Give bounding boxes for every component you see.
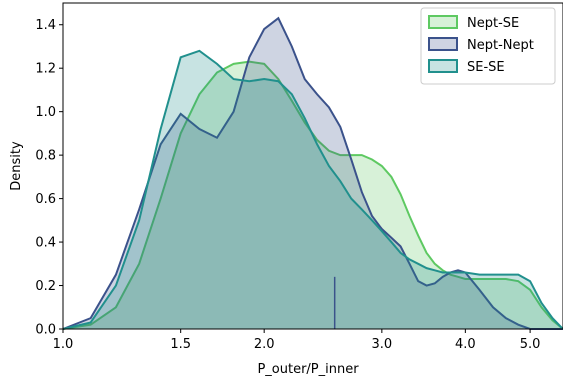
line-nept-nept [62, 16, 563, 330]
y-tick-label: 1.0 [35, 105, 56, 120]
area-nept-se [63, 61, 563, 330]
x-tick-label: 4.0 [455, 337, 476, 352]
x-tick-label: 5.0 [520, 337, 541, 352]
legend-swatch-se-se [428, 59, 458, 73]
legend-swatch-nept-se [428, 15, 458, 29]
y-tick-label: 0.8 [35, 149, 56, 164]
plot-frame [62, 2, 563, 330]
x-tick-label: 1.0 [53, 337, 74, 352]
y-axis-label: Density [9, 141, 24, 191]
x-axis-label: P_outer/P_inner [257, 362, 359, 377]
legend-swatch-nept-nept [428, 37, 458, 51]
y-tick-label: 0.0 [35, 323, 56, 338]
y-tick-label: 0.4 [35, 236, 56, 251]
line-nept-se [62, 60, 563, 330]
y-tick-label: 0.6 [35, 192, 56, 207]
x-axis-ticks: 1.0 1.5 2.0 3.0 4.0 5.0 [53, 329, 541, 352]
x-tick-label: 2.0 [254, 337, 275, 352]
y-tick-label: 0.2 [35, 279, 56, 294]
y-tick-label: 1.4 [35, 18, 56, 33]
legend-label-se-se: SE-SE [467, 60, 505, 75]
y-axis-ticks: 0.0 0.2 0.4 0.6 0.8 1.0 1.2 1.4 [35, 18, 63, 338]
x-tick-label: 3.0 [372, 337, 393, 352]
x-tick-label: 1.5 [170, 337, 191, 352]
line-se-se [62, 49, 563, 330]
legend-label-nept-nept: Nept-Nept [467, 38, 534, 53]
legend: Nept-SE Nept-Nept SE-SE [420, 7, 556, 85]
series-areas [62, 16, 563, 330]
legend-label-nept-se: Nept-SE [467, 16, 519, 31]
y-tick-label: 1.2 [35, 62, 56, 77]
area-se-se [63, 50, 563, 330]
area-nept-nept [63, 18, 563, 330]
